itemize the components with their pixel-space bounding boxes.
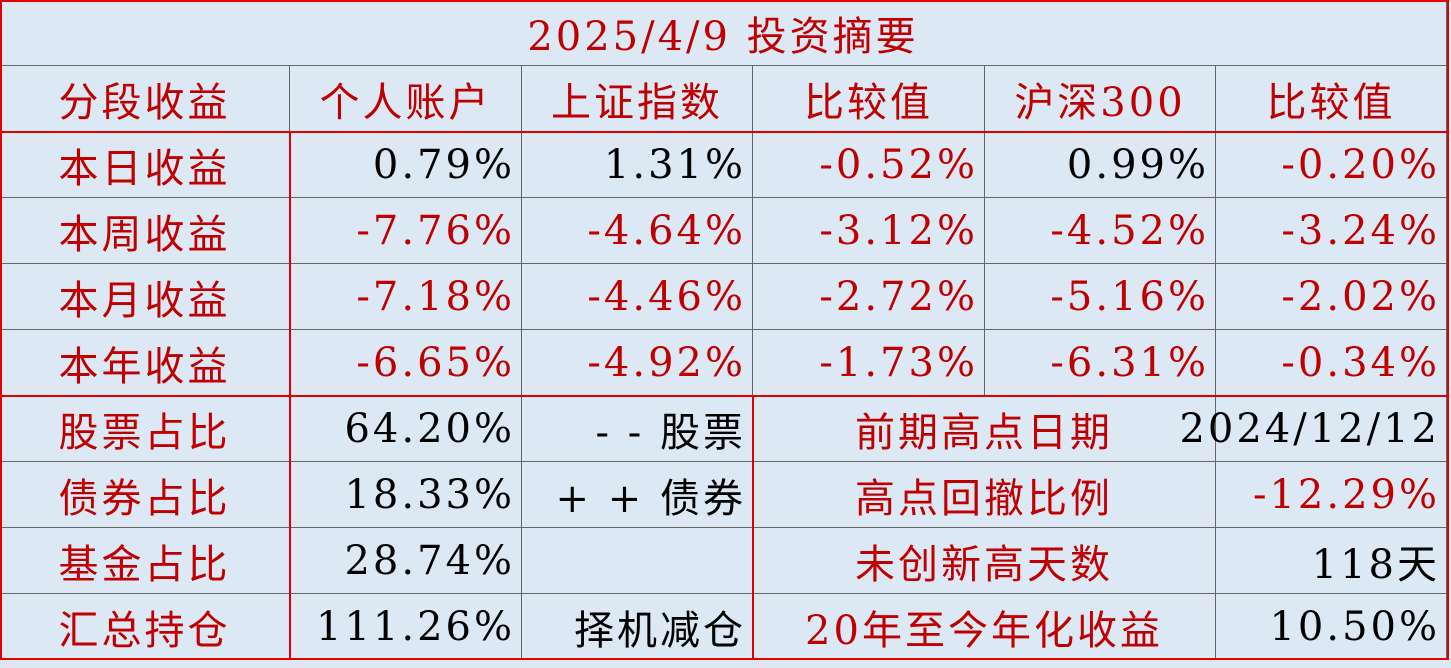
value-cell: 28.74%	[290, 528, 522, 594]
row-label: 本月收益	[0, 264, 290, 330]
column-header: 分段收益	[0, 66, 290, 132]
row-label: 汇总持仓	[0, 594, 290, 660]
note-cell: - - 股票	[522, 396, 753, 462]
note-cell: 择机减仓	[522, 594, 753, 660]
column-header: 上证指数	[522, 66, 753, 132]
row-label: 股票占比	[0, 396, 290, 462]
note-cell: + + 债券	[522, 462, 753, 528]
stat-value: 2024/12/12	[1179, 396, 1447, 462]
value-cell: -0.34%	[1216, 330, 1447, 396]
red-rule	[0, 658, 1449, 660]
column-header: 个人账户	[290, 66, 522, 132]
stat-label: 未创新高天数	[753, 528, 1216, 594]
value-cell: -3.12%	[753, 198, 985, 264]
value-cell: -7.76%	[290, 198, 522, 264]
row-label: 债券占比	[0, 462, 290, 528]
value-cell: -4.64%	[522, 198, 753, 264]
red-rule	[0, 131, 1449, 133]
stat-label: 前期高点日期	[753, 396, 1216, 462]
row-label: 本日收益	[0, 132, 290, 198]
value-cell: -0.20%	[1216, 132, 1447, 198]
stat-value: -12.29%	[1216, 462, 1447, 528]
value-cell: -4.46%	[522, 264, 753, 330]
red-rule	[0, 0, 2, 660]
red-rule	[752, 396, 754, 660]
note-cell	[522, 528, 753, 594]
column-header: 比较值	[1216, 66, 1447, 132]
row-label: 基金占比	[0, 528, 290, 594]
value-cell: -6.31%	[985, 330, 1216, 396]
row-label: 本年收益	[0, 330, 290, 396]
stat-value: 118天	[1216, 528, 1447, 594]
value-cell: -2.72%	[753, 264, 985, 330]
red-rule	[289, 132, 291, 660]
table-title: 2025/4/9 投资摘要	[0, 0, 1447, 66]
value-cell: 111.26%	[290, 594, 522, 660]
stat-label: 高点回撤比例	[753, 462, 1216, 528]
value-cell: -0.52%	[753, 132, 985, 198]
value-cell: 18.33%	[290, 462, 522, 528]
value-cell: -4.92%	[522, 330, 753, 396]
value-cell: 64.20%	[290, 396, 522, 462]
column-header: 沪深300	[985, 66, 1216, 132]
column-header: 比较值	[753, 66, 985, 132]
red-rule	[0, 395, 1449, 397]
red-rule	[1447, 0, 1449, 660]
value-cell: -5.16%	[985, 264, 1216, 330]
value-cell: -6.65%	[290, 330, 522, 396]
value-cell: 0.79%	[290, 132, 522, 198]
row-label: 本周收益	[0, 198, 290, 264]
red-rule	[0, 0, 1449, 2]
stat-label: 20年至今年化收益	[753, 594, 1216, 660]
value-cell: -4.52%	[985, 198, 1216, 264]
stat-value: 10.50%	[1216, 594, 1447, 660]
value-cell: -1.73%	[753, 330, 985, 396]
value-cell: 1.31%	[522, 132, 753, 198]
value-cell: -7.18%	[290, 264, 522, 330]
value-cell: -2.02%	[1216, 264, 1447, 330]
value-cell: -3.24%	[1216, 198, 1447, 264]
value-cell: 0.99%	[985, 132, 1216, 198]
